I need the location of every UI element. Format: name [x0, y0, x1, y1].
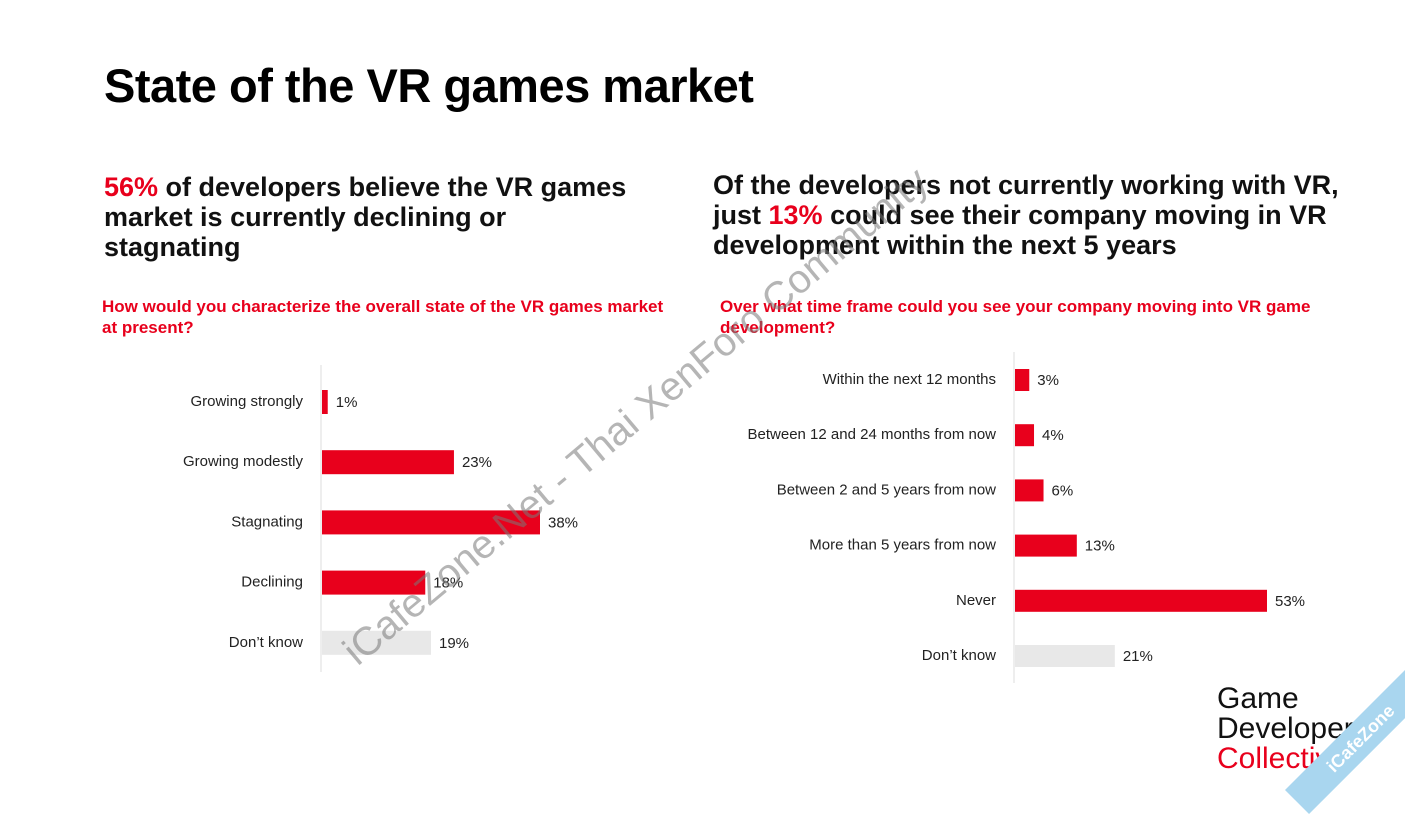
headline-highlight: 56%	[104, 172, 159, 202]
headline: Of the developers not currently working …	[713, 170, 1343, 260]
value-label: 3%	[1037, 372, 1059, 389]
bar	[1015, 589, 1267, 612]
category-label: Within the next 12 months	[823, 371, 996, 388]
value-label: 6%	[1052, 482, 1074, 499]
category-label: Growing modestly	[183, 453, 304, 470]
value-label: 23%	[462, 454, 492, 471]
headline-text: could see their company moving in VR dev…	[713, 200, 1327, 260]
value-label: 1%	[336, 394, 358, 411]
value-label: 19%	[439, 635, 469, 652]
value-label: 53%	[1275, 593, 1305, 610]
category-label: More than 5 years from now	[809, 537, 996, 554]
value-label: 4%	[1042, 427, 1064, 444]
logo-line: Game	[1217, 682, 1299, 715]
category-label: Stagnating	[231, 513, 303, 530]
category-label: Between 12 and 24 months from now	[748, 426, 997, 443]
bar	[322, 450, 454, 475]
slide: State of the VR games market 56% of deve…	[102, 59, 1405, 814]
bar	[1015, 369, 1030, 391]
slide-title: State of the VR games market	[104, 59, 754, 112]
chart-title: How would you characterize the overall s…	[102, 297, 664, 337]
logo-line: Developer	[1217, 712, 1354, 745]
bar	[1015, 424, 1035, 447]
category-label: Never	[956, 592, 996, 609]
chart-title: Over what time frame could you see your …	[720, 297, 1311, 337]
value-label: 38%	[548, 514, 578, 531]
headline-text: Of the developers not currently working …	[713, 170, 1339, 230]
bar	[322, 510, 540, 535]
value-label: 18%	[433, 575, 463, 592]
value-label: 21%	[1123, 648, 1153, 665]
category-label: Between 2 and 5 years from now	[777, 481, 996, 498]
charts: Growing strongly 1% Growing modestly 23% Sta…	[183, 352, 1305, 683]
bar	[1015, 645, 1115, 667]
bar	[322, 630, 431, 655]
headline-highlight: 13%	[768, 200, 823, 230]
bar	[1015, 479, 1044, 502]
category-label: Declining	[241, 574, 303, 591]
category-label: Don’t know	[922, 647, 996, 664]
category-label: Don’t know	[229, 634, 303, 651]
headline: 56% of developers believe the VR games m…	[104, 172, 644, 262]
headline-text: of developers believe the VR games marke…	[104, 172, 627, 262]
bar	[322, 570, 426, 595]
value-label: 13%	[1085, 538, 1115, 555]
bar	[1015, 534, 1077, 557]
category-label: Growing strongly	[190, 393, 303, 410]
bar	[322, 390, 328, 414]
